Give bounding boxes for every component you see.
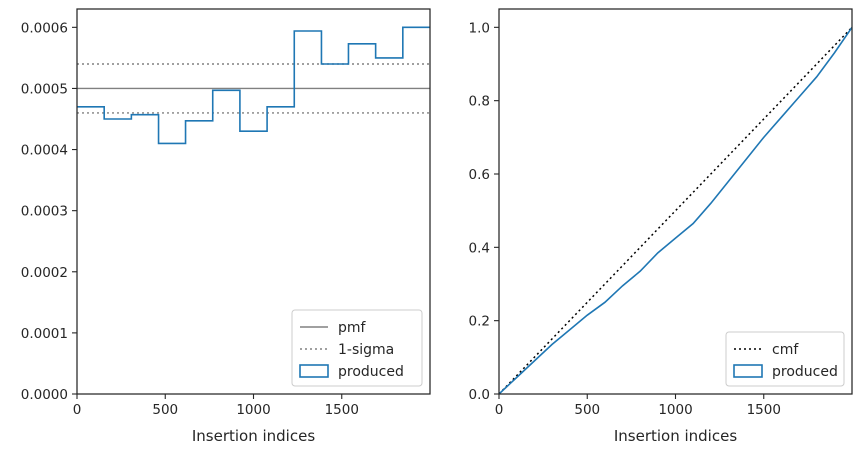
y-tick-label: 0.8 (469, 94, 490, 110)
y-tick-label: 0.0003 (21, 204, 68, 220)
produced-series-line (499, 26, 852, 394)
x-tick-label: 0 (495, 402, 504, 418)
legend-produced-swatch (299, 364, 329, 378)
x-tick-label: 500 (574, 402, 600, 418)
legend-box (725, 331, 845, 387)
y-tick-label: 1.0 (469, 20, 490, 36)
x-axis-label: Insertion indices (192, 427, 315, 445)
legend-box (291, 309, 423, 387)
y-tick-label: 0.0 (469, 387, 490, 403)
x-axis-label: Insertion indices (614, 427, 737, 445)
x-tick-label: 1000 (658, 402, 692, 418)
legend-pmf-label: pmf (338, 320, 367, 336)
legend-produced-swatch (733, 364, 763, 378)
y-tick-label: 0.0001 (21, 326, 68, 342)
y-tick-label: 0.4 (469, 240, 490, 256)
y-tick-label: 0.6 (469, 167, 490, 183)
y-tick-label: 0.0006 (21, 20, 68, 36)
x-tick-label: 1500 (747, 402, 781, 418)
plot-area (499, 26, 852, 394)
plot-area (77, 26, 430, 145)
x-tick-label: 500 (152, 402, 178, 418)
legend-1-sigma-label: 1-sigma (338, 342, 394, 358)
produced-series-line (77, 26, 430, 145)
y-tick-label: 0.0000 (21, 387, 68, 403)
legend: cmf produced (725, 331, 845, 387)
legend: pmf 1-sigma produced (291, 309, 423, 387)
x-tick-label: 1000 (236, 402, 270, 418)
legend-produced-label: produced (338, 364, 404, 380)
legend-cmf-label: cmf (772, 342, 799, 358)
x-tick-label: 0 (73, 402, 82, 418)
y-tick-label: 0.0002 (21, 265, 68, 281)
x-tick-label: 1500 (325, 402, 359, 418)
cmf-panel: 0 500 1000 1500 0.0 0.2 0.4 0.6 0.8 1.0 Insertion … (469, 8, 853, 445)
legend-produced-label: produced (772, 364, 838, 380)
pmf-histogram-panel: 0 500 1000 1500 0.0000 0.0001 0.0002 0.0003 0.00… (21, 8, 431, 445)
y-tick-label: 0.0005 (21, 81, 68, 97)
y-tick-label: 0.0004 (21, 143, 68, 159)
y-tick-label: 0.2 (469, 314, 490, 330)
